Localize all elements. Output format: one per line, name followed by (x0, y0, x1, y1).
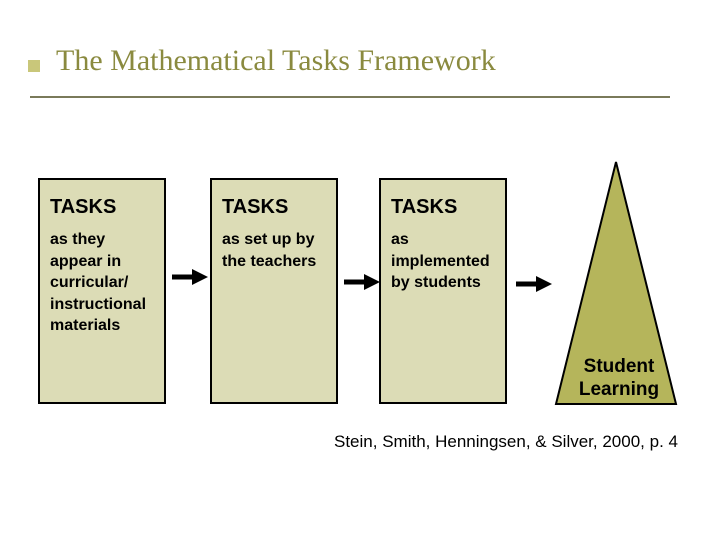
title-bullet (28, 60, 40, 72)
box-description: as set up by the teachers (222, 229, 326, 272)
task-box-curricular: TASKS as they appear in curricular/ inst… (38, 178, 166, 404)
arrow-icon (344, 273, 380, 291)
slide-title: The Mathematical Tasks Framework (56, 44, 496, 78)
task-box-teachers: TASKS as set up by the teachers (210, 178, 338, 404)
box-heading: TASKS (391, 196, 495, 219)
citation-text: Stein, Smith, Henningsen, & Silver, 2000… (334, 432, 678, 452)
arrow-icon (172, 268, 208, 286)
box-description: as they appear in curricular/ instructio… (50, 229, 154, 337)
task-box-students: TASKS as implemented by students (379, 178, 507, 404)
title-underline (30, 96, 670, 98)
box-heading: TASKS (50, 196, 154, 219)
box-description: as implemented by students (391, 229, 495, 294)
box-heading: TASKS (222, 196, 326, 219)
arrow-icon (516, 275, 552, 293)
triangle-label-line1: Student (584, 356, 655, 377)
triangle-label-line2: Learning (579, 379, 659, 400)
triangle-label: Student Learning (562, 356, 676, 402)
